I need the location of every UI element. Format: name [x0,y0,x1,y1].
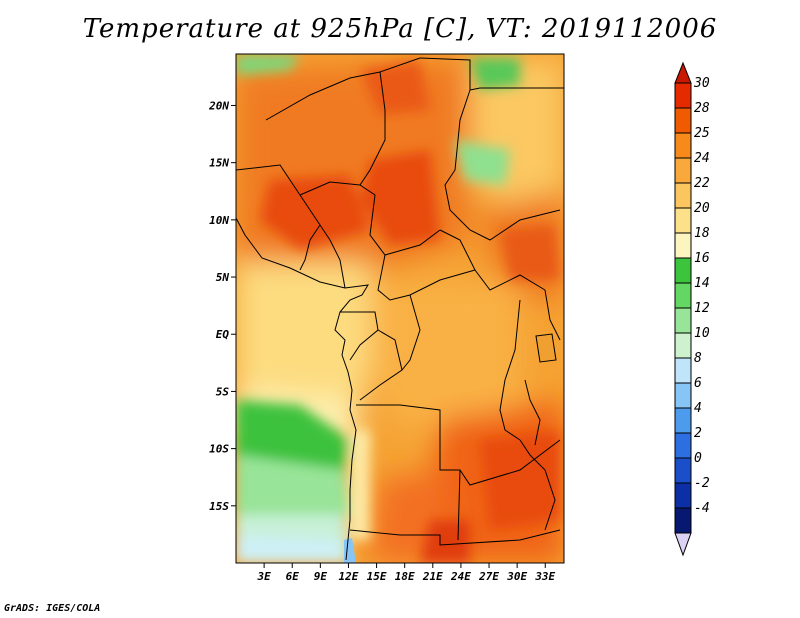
temperature-field [236,54,564,563]
colorbar-swatch [674,482,692,509]
colorbar-label: 14 [694,276,710,291]
colorbar-top-arrow [674,61,692,84]
colorbar-label: 8 [694,351,702,366]
lat-tick-label: 15S [209,500,229,513]
lat-tick-label: 5N [216,271,230,284]
colorbar-label: 28 [694,101,710,116]
lon-tick-label: 6E [286,570,300,583]
colorbar-label: 30 [693,76,710,91]
lat-tick-label: 10S [209,443,229,456]
colorbar-swatch [674,282,692,309]
colorbar-swatch [674,332,692,359]
lon-tick-label: 30E [506,570,527,583]
lat-tick-label: 10N [209,214,229,227]
colorbar-swatch [674,382,692,409]
colorbar-swatch [674,182,692,209]
lon-tick-label: 15E [367,570,387,583]
colorbar-label: 2 [694,426,702,441]
latitude-axis: 20N 15N 10N 5N EQ 5S 10S 15S [208,99,236,513]
lat-tick-label: 15N [209,157,229,170]
colorbar-swatch [674,232,692,259]
grads-credit: GrADS: IGES/COLA [4,603,101,614]
colorbar-swatch [674,357,692,384]
lon-tick-label: 3E [256,570,271,583]
lon-tick-label: 33E [534,570,555,583]
colorbar-label: 24 [694,151,710,166]
colorbar-label: 18 [694,226,710,241]
colorbar-swatch [674,432,692,459]
map-borders [236,57,564,561]
map-frame [235,53,565,564]
colorbar-swatch [674,132,692,159]
lon-tick-label: 21E [422,570,443,583]
colorbar-label: 4 [694,401,702,416]
lat-tick-label: 20N [208,99,229,112]
colorbar-label: 6 [694,376,702,391]
colorbar-label: 16 [694,251,710,266]
colorbar-label: 25 [694,126,710,141]
lon-tick-label: 12E [339,570,359,583]
colorbar-bottom-arrow [674,532,692,557]
lon-tick-label: 27E [478,570,499,583]
colorbar-swatch [674,457,692,484]
colorbar-swatch [674,207,692,234]
lat-tick-label: 5S [216,385,230,398]
lon-tick-label: 24E [450,570,471,583]
colorbar-swatch [674,507,692,534]
colorbar-swatch [674,407,692,434]
colorbar-swatch [674,157,692,184]
colorbar-label: -4 [694,501,710,516]
lon-tick-label: 18E [395,570,415,583]
map-title: Temperature at 925hPa [C], VT: 201911200… [82,14,718,44]
colorbar-label: -2 [694,476,710,491]
colorbar-swatch [674,307,692,334]
colorbar-swatch [674,257,692,284]
colorbar-swatch [674,82,692,109]
lon-tick-label: 9E [314,570,328,583]
lat-tick-label: EQ [216,328,230,341]
colorbar-label: 22 [694,176,710,191]
colorbar-label: 10 [694,326,710,341]
colorbar-swatch [674,107,692,134]
colorbar-label: 20 [694,201,710,216]
colorbar-label: 12 [694,301,710,316]
longitude-axis: 3E 6E 9E 12E 15E 18E 21E 24E 27E 30E 33E [256,563,556,583]
colorbar-label: 0 [694,451,702,466]
